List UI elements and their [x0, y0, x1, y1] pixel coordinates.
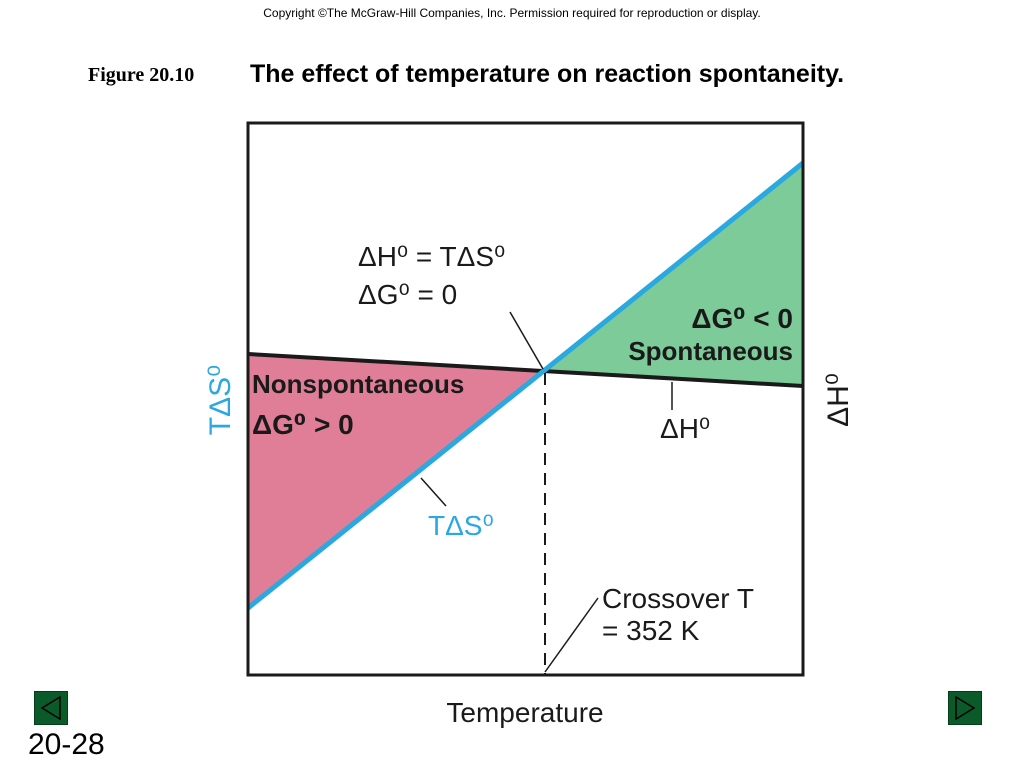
next-slide-button[interactable] [948, 691, 982, 725]
previous-slide-button[interactable] [34, 691, 68, 725]
delta-h-line [247, 352, 804, 388]
spontaneous-label-line1: ΔG⁰ < 0 [691, 303, 793, 334]
equilibrium-label-line1: ΔH⁰ = TΔS⁰ [358, 241, 505, 272]
right-arrow-icon [955, 695, 976, 721]
x-axis-label: Temperature [446, 697, 603, 728]
left-arrow-icon [40, 695, 61, 721]
left-axis-label: TΔS⁰ [204, 365, 237, 435]
nonspontaneous-label-line2: ΔG⁰ > 0 [252, 409, 354, 440]
plot-frame [246, 121, 805, 677]
figure-title: The effect of temperature on reaction sp… [250, 60, 845, 88]
crossover-leader [544, 597, 599, 673]
right-axis-label: ΔH⁰ [822, 373, 855, 427]
t-delta-s-line [246, 161, 805, 610]
nonspontaneous-label-line1: Nonspontaneous [252, 369, 464, 399]
equilibrium-leader [509, 311, 544, 370]
t-delta-s-leader [420, 477, 447, 507]
t-delta-s-curve-label: TΔS⁰ [428, 510, 494, 541]
spontaneous-label-line2: Spontaneous [628, 336, 793, 366]
crossover-label-line2: = 352 K [602, 615, 700, 646]
slide-number: 20-28 [28, 728, 105, 761]
equilibrium-label-line2: ΔG⁰ = 0 [358, 279, 457, 310]
figure-number: Figure 20.10 [88, 64, 195, 86]
delta-h-curve-label: ΔH⁰ [660, 413, 710, 444]
copyright-notice: Copyright ©The McGraw-Hill Companies, In… [263, 6, 761, 20]
crossover-label-line1: Crossover T [602, 583, 754, 614]
nonspontaneous-region [248, 354, 545, 608]
spontaneous-region [545, 163, 803, 386]
